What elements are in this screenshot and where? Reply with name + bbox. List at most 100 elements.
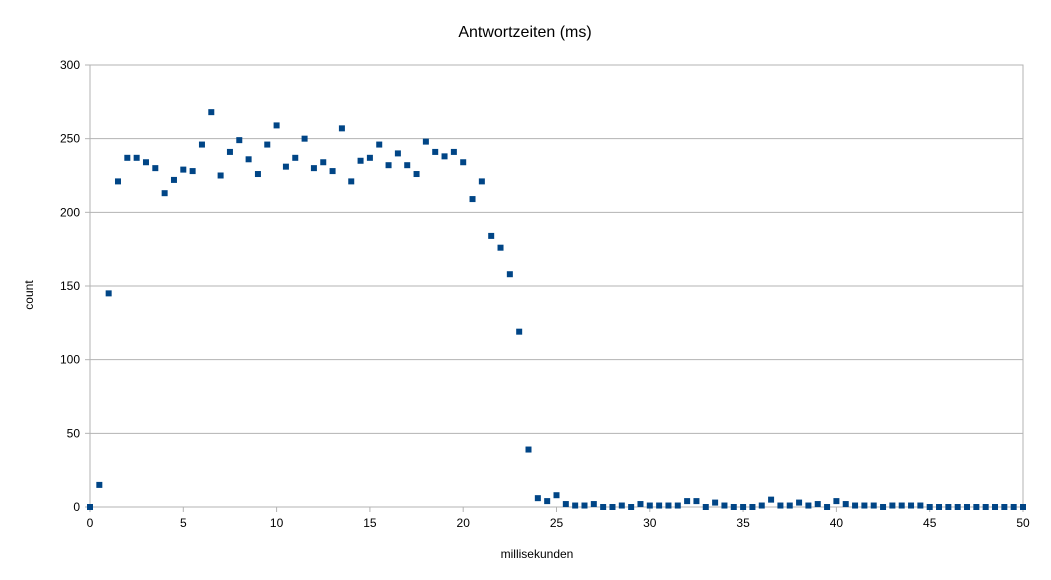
data-point-16 bbox=[236, 137, 243, 144]
data-point-35 bbox=[413, 171, 420, 178]
data-point-83 bbox=[861, 502, 868, 509]
data-point-74 bbox=[777, 502, 784, 509]
data-point-96 bbox=[982, 504, 989, 510]
data-point-49 bbox=[544, 498, 551, 505]
data-point-66 bbox=[702, 504, 709, 510]
x-tick-label-20: 20 bbox=[457, 516, 471, 530]
data-point-82 bbox=[852, 502, 859, 509]
data-point-23 bbox=[301, 135, 308, 142]
data-point-15 bbox=[226, 148, 233, 155]
data-point-59 bbox=[637, 501, 644, 508]
data-point-47 bbox=[525, 446, 532, 453]
data-point-84 bbox=[870, 502, 877, 509]
data-point-65 bbox=[693, 498, 700, 505]
data-point-52 bbox=[572, 502, 579, 509]
data-point-25 bbox=[320, 159, 327, 166]
y-tick-label-150: 150 bbox=[60, 279, 80, 293]
x-tick-label-10: 10 bbox=[270, 516, 284, 530]
data-point-36 bbox=[422, 138, 429, 145]
data-point-78 bbox=[814, 501, 821, 508]
data-point-88 bbox=[908, 502, 915, 509]
data-point-69 bbox=[730, 504, 737, 510]
data-point-67 bbox=[712, 499, 719, 506]
data-point-10 bbox=[180, 166, 187, 173]
data-point-62 bbox=[665, 502, 672, 509]
data-point-45 bbox=[506, 271, 513, 278]
data-series bbox=[87, 109, 1026, 510]
x-tick-label-35: 35 bbox=[736, 516, 750, 530]
data-point-61 bbox=[656, 502, 663, 509]
data-point-5 bbox=[133, 154, 140, 161]
data-point-93 bbox=[954, 504, 961, 510]
data-point-1 bbox=[96, 481, 103, 488]
data-point-2 bbox=[105, 290, 112, 297]
y-axis-ticks: 0 50 100 150 200 250 300 bbox=[60, 58, 90, 514]
data-point-14 bbox=[217, 172, 224, 179]
data-point-64 bbox=[684, 498, 691, 505]
data-point-55 bbox=[600, 504, 607, 510]
data-point-39 bbox=[450, 148, 457, 155]
data-point-75 bbox=[786, 502, 793, 509]
data-point-100 bbox=[1020, 504, 1026, 510]
data-point-98 bbox=[1001, 504, 1008, 510]
data-point-80 bbox=[833, 498, 840, 505]
chart-title: Antwortzeiten (ms) bbox=[458, 24, 591, 41]
data-point-81 bbox=[842, 501, 849, 508]
data-point-72 bbox=[758, 502, 765, 509]
x-axis-ticks: 0 5 10 15 20 25 30 35 40 45 50 bbox=[87, 507, 1030, 530]
data-point-50 bbox=[553, 492, 560, 499]
data-point-19 bbox=[264, 141, 271, 148]
data-point-30 bbox=[366, 154, 373, 161]
x-tick-label-25: 25 bbox=[550, 516, 564, 530]
data-point-85 bbox=[880, 504, 887, 510]
y-tick-label-0: 0 bbox=[73, 500, 80, 514]
data-point-60 bbox=[646, 502, 653, 509]
data-point-29 bbox=[357, 157, 364, 164]
data-point-20 bbox=[273, 122, 280, 129]
data-point-77 bbox=[805, 502, 812, 509]
x-tick-label-0: 0 bbox=[87, 516, 94, 530]
x-tick-label-15: 15 bbox=[363, 516, 377, 530]
data-point-32 bbox=[385, 162, 392, 169]
data-point-24 bbox=[310, 165, 317, 172]
data-point-37 bbox=[432, 148, 439, 155]
data-point-63 bbox=[674, 502, 681, 509]
x-tick-label-40: 40 bbox=[830, 516, 844, 530]
data-point-27 bbox=[338, 125, 345, 132]
data-point-92 bbox=[945, 504, 952, 510]
x-axis-title: millisekunden bbox=[501, 547, 574, 561]
data-point-46 bbox=[516, 328, 523, 335]
data-point-71 bbox=[749, 504, 756, 510]
x-tick-label-50: 50 bbox=[1016, 516, 1030, 530]
data-point-48 bbox=[534, 495, 541, 502]
data-point-70 bbox=[740, 504, 747, 510]
data-point-53 bbox=[581, 502, 588, 509]
y-tick-label-300: 300 bbox=[60, 58, 80, 72]
data-point-89 bbox=[917, 502, 924, 509]
data-point-17 bbox=[245, 156, 252, 163]
x-tick-label-5: 5 bbox=[180, 516, 187, 530]
data-point-95 bbox=[973, 504, 980, 510]
data-point-22 bbox=[292, 154, 299, 161]
data-point-34 bbox=[404, 162, 411, 169]
y-axis-title: count bbox=[22, 280, 36, 310]
data-point-12 bbox=[198, 141, 205, 148]
data-point-7 bbox=[152, 165, 159, 172]
data-point-54 bbox=[590, 501, 597, 508]
data-point-56 bbox=[609, 504, 616, 510]
data-point-79 bbox=[824, 504, 831, 510]
data-point-99 bbox=[1010, 504, 1017, 510]
data-point-4 bbox=[124, 154, 131, 161]
data-point-97 bbox=[992, 504, 999, 510]
data-point-57 bbox=[618, 502, 625, 509]
x-tick-label-30: 30 bbox=[643, 516, 657, 530]
data-point-76 bbox=[796, 499, 803, 506]
data-point-13 bbox=[208, 109, 215, 116]
data-point-3 bbox=[114, 178, 121, 185]
data-point-91 bbox=[936, 504, 943, 510]
data-point-0 bbox=[87, 504, 93, 510]
x-tick-label-45: 45 bbox=[923, 516, 937, 530]
data-point-58 bbox=[628, 504, 635, 510]
